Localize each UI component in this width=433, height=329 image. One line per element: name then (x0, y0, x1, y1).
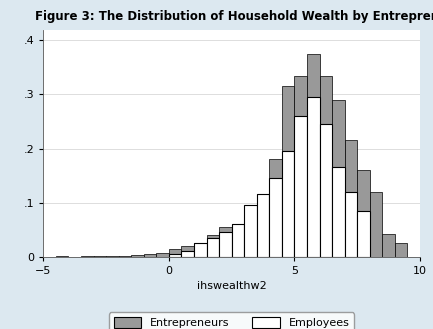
Legend: Entrepreneurs, Employees: Entrepreneurs, Employees (109, 313, 354, 329)
Bar (244, 216, 257, 257)
Bar (307, 97, 320, 257)
Bar (94, 256, 106, 257)
Bar (144, 254, 156, 257)
Bar (269, 159, 282, 257)
Bar (169, 248, 181, 257)
Bar (320, 76, 332, 257)
Bar (257, 194, 269, 257)
Bar (357, 170, 370, 257)
Bar (81, 256, 94, 257)
Bar (320, 124, 332, 257)
Bar (56, 256, 68, 257)
Bar (131, 255, 144, 257)
Bar (106, 256, 119, 257)
Bar (269, 178, 282, 257)
Bar (232, 224, 244, 257)
Bar (207, 238, 219, 257)
Bar (345, 140, 357, 257)
Bar (370, 192, 382, 257)
Bar (181, 246, 194, 257)
Bar (169, 254, 181, 257)
Bar (194, 243, 207, 257)
X-axis label: ihswealthw2: ihswealthw2 (197, 281, 267, 291)
Bar (181, 251, 194, 257)
Bar (395, 243, 407, 257)
Text: Figure 3: The Distribution of Household Wealth by Entrepreneurial Status: Figure 3: The Distribution of Household … (35, 10, 433, 23)
Bar (332, 100, 345, 257)
Bar (294, 76, 307, 257)
Bar (307, 54, 320, 257)
Bar (332, 167, 345, 257)
Bar (282, 151, 294, 257)
Bar (294, 116, 307, 257)
Bar (244, 205, 257, 257)
Bar (357, 211, 370, 257)
Bar (345, 192, 357, 257)
Bar (257, 194, 269, 257)
Bar (194, 243, 207, 257)
Bar (282, 87, 294, 257)
Bar (232, 224, 244, 257)
Bar (119, 256, 131, 257)
Bar (219, 227, 232, 257)
Bar (207, 235, 219, 257)
Bar (382, 234, 395, 257)
Bar (156, 253, 169, 257)
Bar (219, 232, 232, 257)
